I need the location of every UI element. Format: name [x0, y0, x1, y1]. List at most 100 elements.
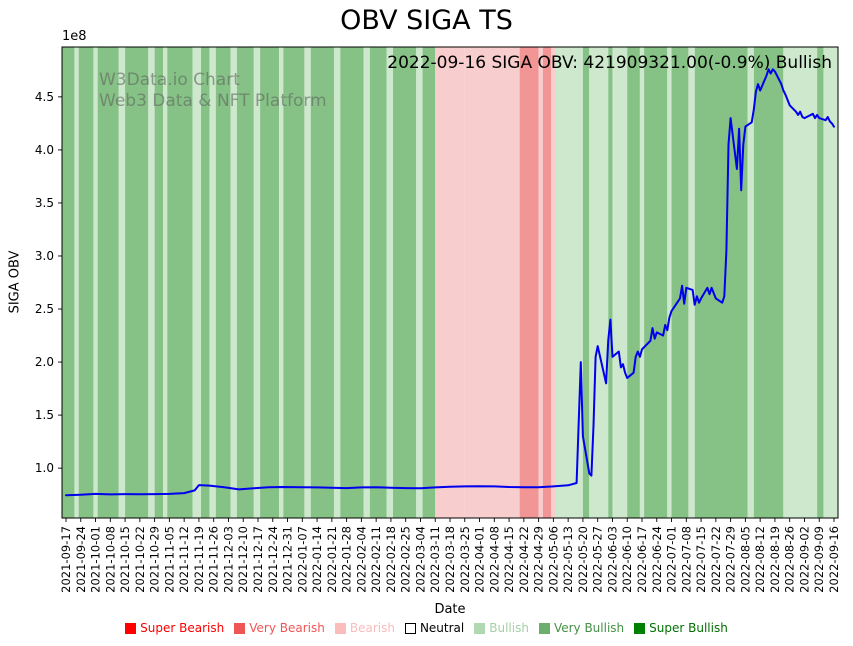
sentiment-band-very-bullish: [369, 47, 387, 518]
sentiment-band-bullish: [192, 47, 202, 518]
legend-label-bullish: Bullish: [489, 621, 529, 635]
x-tick-label: 2022-08-05: [738, 526, 752, 593]
sentiment-band-bullish: [823, 47, 838, 518]
legend-item-super-bearish: Super Bearish: [125, 621, 224, 635]
x-tick-label: 2022-05-27: [591, 526, 605, 593]
latest-value-annotation: 2022-09-16 SIGA OBV: 421909321.00(-0.9%)…: [387, 53, 832, 73]
x-tick-label: 2022-05-13: [561, 526, 575, 593]
x-tick-label: 2021-11-12: [177, 526, 191, 593]
sentiment-band-bearish: [435, 47, 465, 518]
sentiment-band-very-bullish: [393, 47, 417, 518]
x-tick-label: 2021-12-17: [251, 526, 265, 593]
sentiment-band-very-bullish: [201, 47, 210, 518]
sentiment-band-bullish: [163, 47, 168, 518]
legend-swatch-very-bearish: [234, 622, 246, 634]
sentiment-band-very-bullish: [582, 47, 590, 518]
x-tick-label: 2022-04-01: [473, 526, 487, 593]
sentiment-band-very-bullish: [78, 47, 94, 518]
legend-item-very-bearish: Very Bearish: [234, 621, 325, 635]
x-tick-label: 2022-05-20: [576, 526, 590, 593]
sentiment-band-very-bullish: [154, 47, 164, 518]
x-tick-label: 2021-10-15: [118, 526, 132, 593]
x-tick-label: 2021-12-03: [221, 526, 235, 593]
sentiment-band-very-bullish: [671, 47, 689, 518]
sentiment-band-bullish: [148, 47, 155, 518]
sentiment-band-very-bullish: [627, 47, 640, 518]
sentiment-band-bullish: [209, 47, 216, 518]
x-tick-label: 2022-06-03: [605, 526, 619, 593]
x-tick-label: 2022-03-11: [428, 526, 442, 593]
sentiment-band-very-bullish: [97, 47, 119, 518]
sentiment-band-very-bullish: [817, 47, 824, 518]
x-tick-label: 2022-04-29: [532, 526, 546, 593]
legend-item-neutral: Neutral: [404, 621, 464, 635]
sentiment-band-bullish: [333, 47, 341, 518]
legend-item-very-bullish: Very Bullish: [538, 621, 624, 635]
x-tick-label: 2022-08-12: [753, 526, 767, 593]
sentiment-band-bullish: [783, 47, 818, 518]
sentiment-band-very-bearish: [542, 47, 552, 518]
sentiment-band-very-bullish: [125, 47, 149, 518]
legend-item-bullish: Bullish: [474, 621, 529, 635]
x-tick-label: 2021-10-29: [148, 526, 162, 593]
y-tick-label: 1.0: [35, 461, 54, 475]
x-tick-label: 2021-12-10: [236, 526, 250, 593]
x-tick-label: 2021-11-05: [162, 526, 176, 593]
sentiment-band-very-bullish: [260, 47, 280, 518]
x-tick-label: 2022-08-19: [768, 526, 782, 593]
sentiment-band-bullish: [639, 47, 645, 518]
sentiment-band-bullish: [416, 47, 423, 518]
sentiment-band-bullish: [279, 47, 284, 518]
legend-label-super-bullish: Super Bullish: [649, 621, 728, 635]
x-tick-label: 2022-03-18: [443, 526, 457, 593]
y-axis-scale-label: 1e8: [62, 29, 87, 44]
x-tick-label: 2021-12-24: [266, 526, 280, 593]
x-tick-label: 2022-07-15: [694, 526, 708, 593]
x-tick-label: 2022-09-02: [797, 526, 811, 593]
x-tick-label: 2022-03-25: [458, 526, 472, 593]
x-tick-label: 2022-09-16: [827, 526, 841, 593]
sentiment-band-very-bullish: [694, 47, 748, 518]
y-tick-label: 4.5: [35, 90, 54, 104]
legend-swatch-super-bullish: [634, 622, 646, 634]
x-tick-label: 2021-11-19: [192, 526, 206, 593]
x-tick-label: 2022-06-10: [620, 526, 634, 593]
watermark-line1: W3Data.io Chart: [99, 70, 240, 90]
x-axis-label: Date: [434, 602, 466, 617]
sentiment-band-very-bullish: [340, 47, 364, 518]
obv-line: [65, 68, 835, 497]
x-tick-label: 2021-09-17: [59, 526, 73, 593]
x-tick-label: 2022-06-17: [635, 526, 649, 593]
x-tick-label: 2022-02-25: [399, 526, 413, 593]
legend-swatch-bullish: [474, 622, 486, 634]
sentiment-band-very-bullish: [422, 47, 436, 518]
x-tick-label: 2022-02-18: [384, 526, 398, 593]
sentiment-band-bullish: [612, 47, 628, 518]
sentiment-band-bearish: [551, 47, 556, 518]
sentiment-band-bullish: [230, 47, 237, 518]
x-tick-label: 2021-10-22: [133, 526, 147, 593]
sentiment-band-very-bullish: [167, 47, 193, 518]
legend-label-very-bearish: Very Bearish: [249, 621, 325, 635]
x-tick-label: 2022-05-06: [546, 526, 560, 593]
y-tick-label: 3.5: [35, 196, 54, 210]
x-tick-label: 2022-02-11: [369, 526, 383, 593]
x-tick-label: 2022-04-08: [487, 526, 501, 593]
sentiment-band-bullish: [74, 47, 79, 518]
x-tick-label: 2022-07-29: [724, 526, 738, 593]
x-tick-label: 2022-01-21: [325, 526, 339, 593]
sentiment-band-bearish: [464, 47, 520, 518]
sentiment-band-bullish: [667, 47, 672, 518]
x-tick-label: 2022-01-28: [340, 526, 354, 593]
legend-label-super-bearish: Super Bearish: [140, 621, 225, 635]
sentiment-band-bullish: [304, 47, 311, 518]
x-tick-label: 2022-01-07: [295, 526, 309, 593]
sentiment-band-bullish: [118, 47, 126, 518]
legend-item-super-bullish: Super Bullish: [634, 621, 728, 635]
sentiment-band-bullish: [363, 47, 370, 518]
x-tick-label: 2021-10-01: [89, 526, 103, 593]
watermark-line2: Web3 Data & NFT Platform: [99, 91, 327, 111]
sentiment-band-very-bearish: [519, 47, 539, 518]
x-tick-label: 2021-12-31: [281, 526, 295, 593]
